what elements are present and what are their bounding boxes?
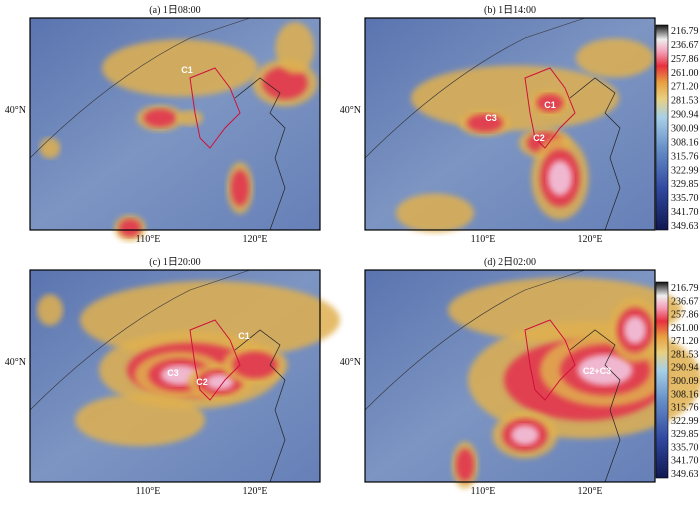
colorbar-label: 308.16 — [671, 389, 699, 400]
colorbar-label: 290.94 — [671, 110, 699, 121]
panel-title: (c) 1日20:00 — [149, 257, 200, 268]
colorbar-label: 335.70 — [671, 193, 699, 204]
cell-label: C3 — [167, 368, 179, 378]
region-outline — [189, 67, 241, 149]
border — [29, 17, 251, 159]
cloud-halo — [177, 110, 203, 126]
region-outline — [189, 319, 241, 401]
map-panel: C1 — [29, 17, 321, 241]
cell-label: C1 — [238, 331, 250, 341]
lat-label: 40°N — [340, 105, 361, 116]
cloud-halo — [275, 22, 315, 74]
cloud-top — [511, 425, 539, 445]
map-panel: C3 C1 C2 — [364, 17, 656, 233]
cloud-halo — [102, 39, 258, 97]
colorbar-label: 300.09 — [671, 376, 699, 387]
colorbar-label: 261.00 — [671, 68, 699, 79]
region-outline — [524, 319, 576, 401]
colorbar-label: 322.99 — [671, 416, 699, 427]
colorbar-label: 329.85 — [671, 179, 699, 190]
colorbar-label: 271.20 — [671, 82, 699, 93]
border — [29, 269, 251, 411]
colorbar-label: 290.94 — [671, 363, 699, 374]
colorbar-label: 341.70 — [671, 456, 699, 467]
colorbar-label: 257.86 — [671, 54, 699, 65]
cloud-halo — [75, 394, 205, 446]
colorbar-label: 216.79 — [671, 283, 699, 294]
cloud-halo — [37, 294, 63, 326]
cell-label: C2+C3 — [583, 366, 611, 376]
colorbar-label: 216.79 — [671, 26, 699, 37]
colorbar-label: 257.86 — [671, 310, 699, 321]
colorbar-label: 261.00 — [671, 323, 699, 334]
map-panel: C2+C3 — [364, 269, 700, 489]
colorbar-label: 315.76 — [671, 151, 699, 162]
cloud-core — [143, 109, 177, 127]
cell-label: C1 — [181, 65, 193, 75]
lon-label: 120°E — [242, 486, 267, 497]
cell-label: C1 — [544, 100, 556, 110]
coastline — [234, 77, 286, 231]
coastline — [234, 329, 286, 483]
panel-title: (a) 1日08:00 — [149, 5, 200, 16]
colorbar-label: 308.16 — [671, 137, 699, 148]
region-outline — [524, 67, 576, 149]
cloud-core — [467, 114, 503, 132]
lat-label: 40°N — [5, 357, 26, 368]
map-panel: C1 C3 C2 — [29, 269, 340, 483]
colorbar-label: 349.63 — [671, 469, 699, 480]
lat-label: 40°N — [340, 357, 361, 368]
lon-label: 120°E — [242, 234, 267, 245]
cell-label: C2 — [196, 377, 208, 387]
colorbar — [655, 281, 669, 479]
cloud-core — [262, 66, 308, 100]
colorbar-label: 329.85 — [671, 429, 699, 440]
colorbar-label: 300.09 — [671, 124, 699, 135]
colorbar-label: 341.70 — [671, 207, 699, 218]
colorbar-label: 349.63 — [671, 221, 699, 232]
colorbar-label: 236.67 — [671, 40, 699, 51]
colorbar-label: 281.53 — [671, 96, 699, 107]
cloud-core — [119, 219, 141, 237]
cloud-core — [536, 94, 564, 112]
colorbar-label: 335.70 — [671, 442, 699, 453]
cloud-halo — [411, 65, 619, 131]
colorbar-label: 271.20 — [671, 336, 699, 347]
map-frame — [364, 17, 656, 231]
cloud-top — [577, 354, 633, 386]
panel-title: (d) 2日02:00 — [484, 257, 536, 268]
colorbar-label: 281.53 — [671, 349, 699, 360]
cloud-top — [624, 316, 646, 344]
cloud-core — [232, 351, 278, 379]
border — [364, 17, 586, 159]
colorbar-label: 236.67 — [671, 296, 699, 307]
lon-label: 110°E — [136, 234, 161, 245]
colorbar — [655, 24, 669, 231]
cell-label: C3 — [485, 113, 497, 123]
colorbar-label: 322.99 — [671, 165, 699, 176]
cloud-top — [547, 160, 573, 196]
panel-title: (b) 1日14:00 — [484, 5, 536, 16]
map-frame — [29, 269, 321, 483]
colorbar-label: 315.76 — [671, 403, 699, 414]
coastline — [569, 329, 621, 483]
lat-label: 40°N — [5, 105, 26, 116]
cloud-core — [456, 448, 474, 482]
lon-label: 110°E — [471, 234, 496, 245]
lon-label: 120°E — [577, 486, 602, 497]
coastline — [569, 77, 621, 231]
cloud-core — [231, 170, 249, 206]
cloud-halo — [39, 137, 61, 159]
lon-label: 110°E — [471, 486, 496, 497]
map-frame — [364, 269, 656, 483]
cloud-halo — [576, 38, 654, 78]
map-frame — [29, 17, 321, 231]
cloud-halo — [396, 193, 474, 233]
lon-label: 110°E — [136, 486, 161, 497]
cell-label: C2 — [533, 133, 545, 143]
lon-label: 120°E — [577, 234, 602, 245]
border — [364, 269, 586, 411]
